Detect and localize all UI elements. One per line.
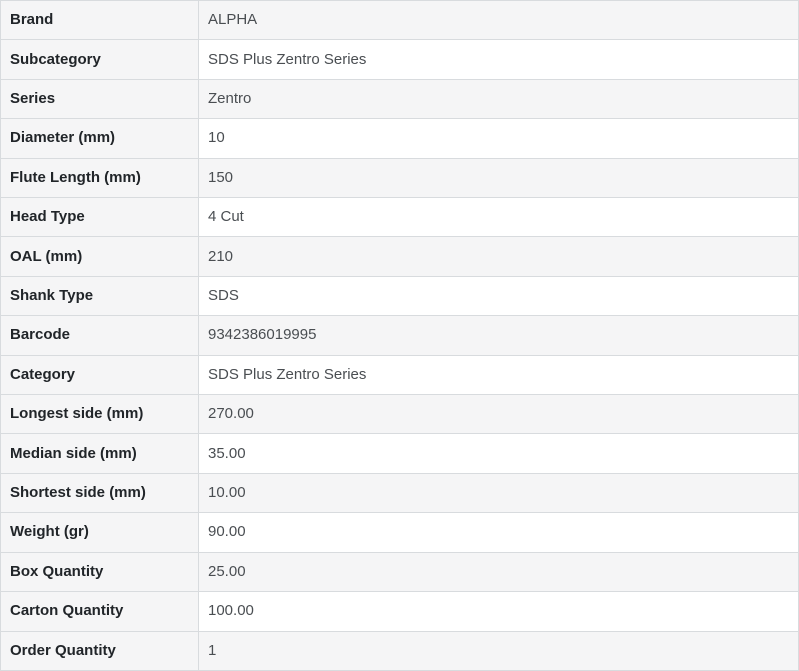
spec-value: 270.00 — [198, 394, 799, 435]
spec-value: 10 — [198, 118, 799, 159]
spec-value: SDS — [198, 275, 799, 317]
spec-label: OAL (mm) — [0, 236, 199, 277]
table-row: Median side (mm) 35.00 — [0, 433, 799, 474]
spec-label: Diameter (mm) — [0, 118, 199, 159]
spec-value: 100.00 — [198, 591, 799, 632]
spec-label: Flute Length (mm) — [0, 157, 199, 199]
table-row: Carton Quantity 100.00 — [0, 591, 799, 632]
spec-label: Category — [0, 354, 199, 396]
spec-value: 150 — [198, 157, 799, 199]
spec-label: Order Quantity — [0, 630, 199, 671]
table-row: Flute Length (mm) 150 — [0, 157, 799, 199]
table-row: Series Zentro — [0, 78, 799, 120]
spec-label: Brand — [0, 0, 199, 41]
spec-value: 25.00 — [198, 551, 799, 593]
spec-value: 4 Cut — [198, 197, 799, 238]
spec-label: Carton Quantity — [0, 591, 199, 632]
spec-value: 210 — [198, 236, 799, 277]
spec-value: 9342386019995 — [198, 315, 799, 356]
spec-value: 1 — [198, 630, 799, 671]
spec-label: Shank Type — [0, 275, 199, 317]
spec-value: 10.00 — [198, 472, 799, 514]
spec-value: SDS Plus Zentro Series — [198, 354, 799, 396]
spec-value: Zentro — [198, 78, 799, 120]
table-row: Box Quantity 25.00 — [0, 551, 799, 593]
table-row: OAL (mm) 210 — [0, 236, 799, 277]
spec-label: Shortest side (mm) — [0, 472, 199, 514]
spec-value: 90.00 — [198, 512, 799, 553]
table-row: Shank Type SDS — [0, 275, 799, 317]
spec-value: ALPHA — [198, 0, 799, 41]
spec-label: Subcategory — [0, 39, 199, 80]
table-row: Barcode 9342386019995 — [0, 315, 799, 356]
spec-value: 35.00 — [198, 433, 799, 474]
spec-label: Box Quantity — [0, 551, 199, 593]
spec-label: Head Type — [0, 197, 199, 238]
spec-label: Weight (gr) — [0, 512, 199, 553]
spec-value: SDS Plus Zentro Series — [198, 39, 799, 80]
spec-label: Median side (mm) — [0, 433, 199, 474]
table-row: Head Type 4 Cut — [0, 197, 799, 238]
table-row: Diameter (mm) 10 — [0, 118, 799, 159]
spec-label: Series — [0, 78, 199, 120]
table-row: Subcategory SDS Plus Zentro Series — [0, 39, 799, 80]
table-row: Brand ALPHA — [0, 0, 799, 41]
spec-label: Longest side (mm) — [0, 394, 199, 435]
table-row: Shortest side (mm) 10.00 — [0, 472, 799, 514]
table-row: Order Quantity 1 — [0, 630, 799, 671]
table-row: Category SDS Plus Zentro Series — [0, 354, 799, 396]
table-row: Longest side (mm) 270.00 — [0, 394, 799, 435]
spec-label: Barcode — [0, 315, 199, 356]
table-row: Weight (gr) 90.00 — [0, 512, 799, 553]
